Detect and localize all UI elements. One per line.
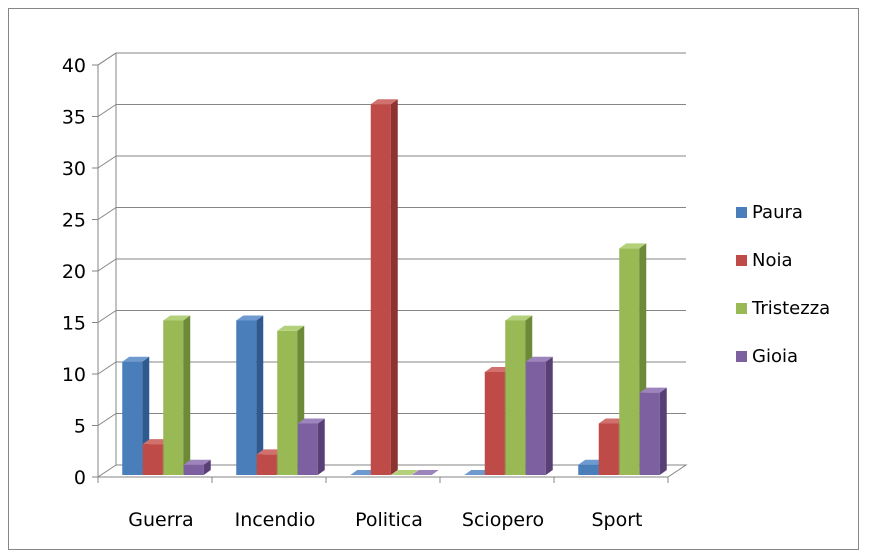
- gridline-diag: [98, 53, 116, 65]
- bar-front: [257, 454, 277, 475]
- legend-label: Noia: [752, 250, 793, 271]
- gridline-diag: [98, 259, 116, 271]
- y-axis-ticks: 0 5 10 15 20 25 30 35 40: [62, 55, 98, 489]
- bar-front: [505, 321, 525, 476]
- legend-item: Noia: [736, 248, 830, 272]
- y-tick-label: 30: [62, 158, 86, 180]
- bar-front: [143, 444, 163, 475]
- bar: [163, 316, 190, 476]
- legend-swatch: [736, 255, 747, 266]
- bar: [236, 316, 263, 476]
- bar: [184, 460, 211, 475]
- bar: [371, 99, 398, 475]
- legend-item: Gioia: [736, 344, 830, 368]
- gridline-diag: [98, 362, 116, 374]
- gridline-diag: [98, 414, 116, 426]
- bar-side: [183, 316, 190, 476]
- legend: Paura Noia Tristezza Gioia: [736, 200, 830, 392]
- gridline-diag: [98, 208, 116, 220]
- x-tick-label: Incendio: [235, 509, 316, 531]
- bar: [526, 357, 553, 475]
- legend-label: Tristezza: [752, 298, 830, 319]
- y-tick-label: 10: [62, 364, 86, 386]
- x-tick-label: Sport: [591, 509, 642, 531]
- x-tick-label: Politica: [355, 509, 423, 531]
- bar-front: [619, 248, 639, 475]
- bar-front: [599, 424, 619, 476]
- bar-front: [122, 362, 142, 475]
- legend-label: Paura: [752, 202, 803, 223]
- y-tick-label: 20: [62, 261, 86, 283]
- bar-front: [485, 372, 505, 475]
- legend-item: Tristezza: [736, 296, 830, 320]
- bar-front: [236, 321, 256, 476]
- gridline-diag: [98, 311, 116, 323]
- bar: [640, 388, 667, 475]
- legend-swatch: [736, 351, 747, 362]
- legend-swatch: [736, 207, 747, 218]
- bar: [298, 419, 325, 476]
- bar-side: [546, 357, 553, 475]
- x-tick-label: Guerra: [128, 509, 193, 531]
- bar-side: [391, 99, 398, 475]
- legend-label: Gioia: [752, 346, 798, 367]
- y-tick-label: 5: [74, 416, 86, 438]
- gridline-diag: [98, 156, 116, 168]
- bar-front: [163, 321, 183, 476]
- bar-front: [371, 104, 391, 475]
- y-tick-label: 25: [62, 210, 86, 232]
- bar-side: [318, 419, 325, 476]
- bar-front: [640, 393, 660, 475]
- y-tick-label: 40: [62, 55, 86, 77]
- bar-front: [578, 465, 598, 475]
- legend-item: Paura: [736, 200, 830, 224]
- x-tick-label: Sciopero: [462, 509, 544, 531]
- bar-front: [526, 362, 546, 475]
- y-tick-label: 0: [74, 467, 86, 489]
- bar-front: [277, 331, 297, 475]
- legend-swatch: [736, 303, 747, 314]
- y-tick-label: 35: [62, 107, 86, 129]
- x-axis-labels: Guerra Incendio Politica Sciopero Sport: [128, 509, 642, 531]
- bar-side: [660, 388, 667, 475]
- bar-front: [298, 424, 318, 476]
- gridline-diag: [98, 105, 116, 117]
- bar-front: [184, 465, 204, 475]
- y-tick-label: 15: [62, 313, 86, 335]
